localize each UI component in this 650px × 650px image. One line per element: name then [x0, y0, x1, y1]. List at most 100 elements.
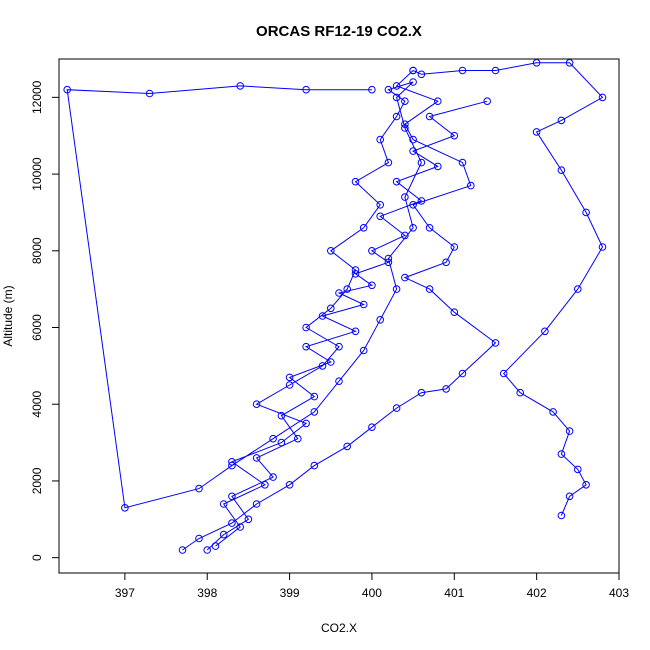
data-point	[582, 481, 590, 489]
data-point	[195, 484, 203, 493]
data-point	[368, 85, 376, 94]
data-point	[310, 461, 319, 470]
data-point	[277, 411, 286, 420]
data-point	[417, 197, 426, 205]
data-point	[574, 285, 582, 293]
data-point	[442, 258, 450, 267]
data-point	[343, 285, 352, 293]
data-point	[302, 419, 310, 428]
y-tick-label: 12000	[30, 80, 44, 114]
data-point	[409, 66, 417, 75]
plot-area	[63, 59, 607, 554]
data-point	[244, 515, 253, 524]
data-point	[425, 224, 434, 232]
y-tick-label: 2000	[30, 467, 44, 494]
data-point	[228, 492, 236, 501]
data-point	[228, 461, 236, 470]
data-series	[409, 59, 607, 520]
data-point	[318, 312, 327, 320]
data-point	[392, 404, 401, 412]
data-point	[327, 304, 335, 313]
data-point	[376, 135, 385, 144]
x-tick-label: 398	[197, 586, 217, 600]
data-point	[335, 342, 343, 351]
data-point	[565, 427, 574, 435]
data-point	[417, 70, 426, 79]
data-point	[285, 381, 294, 389]
data-point	[219, 530, 228, 539]
x-tick-label: 403	[609, 586, 629, 600]
data-point	[384, 258, 393, 267]
data-point	[359, 300, 368, 309]
x-tick-label: 401	[444, 586, 464, 600]
data-series	[63, 78, 426, 550]
data-point	[557, 511, 566, 520]
data-point	[409, 135, 417, 144]
data-point	[532, 128, 541, 136]
data-point	[401, 273, 409, 282]
data-series	[178, 66, 500, 554]
data-point	[491, 66, 500, 75]
plot-frame	[58, 58, 620, 574]
data-point	[351, 327, 360, 336]
chart-title: ORCAS RF12-19 CO2.X	[256, 23, 422, 40]
data-point	[343, 442, 352, 451]
data-point	[368, 247, 376, 255]
data-point	[368, 423, 376, 432]
data-point	[351, 270, 360, 278]
data-point	[417, 388, 426, 397]
data-point	[219, 500, 228, 508]
data-point	[327, 247, 335, 255]
data-point	[450, 131, 459, 140]
data-point	[252, 454, 261, 462]
data-point	[178, 546, 187, 554]
y-tick-label: 6000	[30, 314, 44, 341]
x-tick-label: 402	[527, 586, 547, 600]
data-point	[294, 434, 302, 443]
data-point	[458, 369, 467, 378]
data-point	[302, 85, 310, 94]
y-axis-label: Altitude (m)	[1, 285, 15, 346]
data-point	[310, 392, 319, 401]
data-point	[392, 82, 401, 90]
data-point	[261, 481, 269, 489]
y-tick-label: 10000	[30, 157, 44, 191]
data-point	[121, 504, 129, 512]
data-point	[565, 59, 574, 67]
data-point	[557, 450, 566, 458]
data-point	[401, 193, 409, 201]
y-tick-label: 0	[30, 554, 44, 561]
data-point	[458, 158, 467, 167]
data-point	[285, 481, 294, 489]
data-point	[252, 400, 261, 409]
data-point	[376, 212, 385, 221]
series-line	[412, 62, 604, 516]
data-point	[384, 158, 393, 167]
data-point	[359, 346, 368, 355]
data-point	[409, 78, 417, 86]
data-point	[302, 342, 310, 351]
y-tick-label: 4000	[30, 391, 44, 418]
data-point	[376, 201, 385, 209]
data-point	[516, 388, 525, 397]
data-point	[549, 408, 557, 416]
x-tick-label: 397	[115, 586, 135, 600]
data-point	[269, 434, 277, 443]
data-point	[425, 285, 434, 293]
data-point	[351, 177, 360, 186]
data-point	[541, 327, 549, 336]
data-point	[450, 308, 459, 317]
data-point	[598, 93, 607, 102]
data-point	[409, 147, 417, 155]
data-point	[574, 465, 582, 474]
data-point	[491, 339, 500, 347]
data-point	[401, 120, 409, 128]
data-point	[450, 243, 459, 251]
data-point	[532, 59, 541, 67]
y-tick-label: 8000	[30, 237, 44, 264]
data-point	[401, 97, 409, 105]
data-point	[335, 289, 343, 297]
x-tick-label: 400	[362, 586, 382, 600]
data-point	[302, 323, 310, 332]
data-point	[252, 500, 261, 508]
